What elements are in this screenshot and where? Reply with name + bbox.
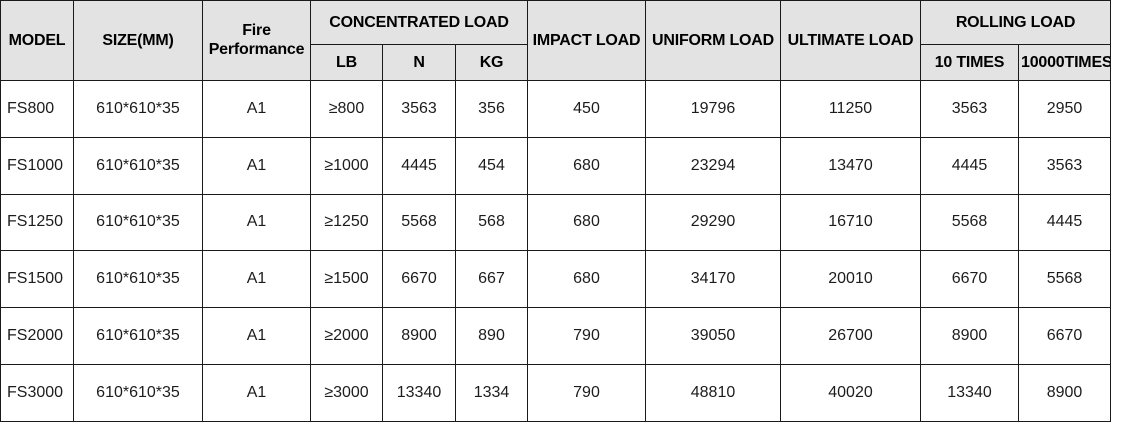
- cell-model: FS800: [0, 80, 74, 138]
- cell-rolling-10: 4445: [920, 136, 1019, 195]
- cell-size: 610*610*35: [73, 136, 203, 195]
- cell-rolling-10: 3563: [920, 80, 1019, 138]
- table-row: FS2000 610*610*35 A1 ≥2000 8900 890 790 39050 26…: [0, 307, 1111, 365]
- column-group-header-uniform-load: UNIFORM LOAD: [645, 0, 781, 81]
- cell-size: 610*610*35: [73, 363, 203, 422]
- cell-size: 610*610*35: [73, 307, 203, 365]
- cell-concentrated-kg: 568: [455, 193, 528, 252]
- cell-concentrated-n: 13340: [382, 363, 456, 422]
- table-row: FS1000 610*610*35 A1 ≥1000 4445 454 680 23294 13…: [0, 136, 1111, 195]
- column-header-concentrated-kg: KG: [455, 44, 528, 81]
- cell-impact-n: 450: [527, 80, 646, 138]
- cell-rolling-10000: 2950: [1018, 80, 1111, 138]
- cell-concentrated-n: 6670: [382, 250, 456, 309]
- table-row: FS1250 610*610*35 A1 ≥1250 5568 568 680 29290 16…: [0, 193, 1111, 252]
- cell-model: FS1000: [0, 136, 74, 195]
- cell-concentrated-kg: 356: [455, 80, 528, 138]
- cell-concentrated-lb: ≥1000: [310, 136, 383, 195]
- cell-fire-performance: A1: [202, 193, 311, 252]
- spec-table-container: MODEL SIZE(MM) Fire Performance CONCENTR…: [0, 0, 1111, 422]
- column-header-concentrated-n: N: [382, 44, 456, 81]
- table-row: FS3000 610*610*35 A1 ≥3000 13340 1334 790 48810…: [0, 363, 1111, 422]
- cell-concentrated-lb: ≥1500: [310, 250, 383, 309]
- cell-uniform-n: 34170: [645, 250, 781, 309]
- column-header-model: MODEL: [0, 0, 74, 81]
- cell-concentrated-kg: 667: [455, 250, 528, 309]
- table-body: FS800 610*610*35 A1 ≥800 3563 356 450 19796 1125…: [0, 80, 1111, 422]
- cell-concentrated-kg: 454: [455, 136, 528, 195]
- column-header-concentrated-lb: LB: [310, 44, 383, 81]
- cell-concentrated-n: 3563: [382, 80, 456, 138]
- cell-rolling-10000: 8900: [1018, 363, 1111, 422]
- cell-size: 610*610*35: [73, 250, 203, 309]
- cell-impact-n: 680: [527, 193, 646, 252]
- column-header-rolling-10-times: 10 TIMES: [920, 44, 1019, 81]
- cell-ultimate-n: 26700: [780, 307, 921, 365]
- load-performance-table: MODEL SIZE(MM) Fire Performance CONCENTR…: [0, 0, 1111, 422]
- cell-fire-performance: A1: [202, 250, 311, 309]
- cell-model: FS1250: [0, 193, 74, 252]
- cell-impact-n: 790: [527, 363, 646, 422]
- cell-ultimate-n: 16710: [780, 193, 921, 252]
- cell-model: FS3000: [0, 363, 74, 422]
- cell-concentrated-lb: ≥2000: [310, 307, 383, 365]
- column-group-header-rolling-load: ROLLING LOAD: [920, 0, 1111, 45]
- cell-concentrated-lb: ≥1250: [310, 193, 383, 252]
- column-group-header-ultimate-load: ULTIMATE LOAD: [780, 0, 921, 81]
- table-row: FS1500 610*610*35 A1 ≥1500 6670 667 680 34170 20…: [0, 250, 1111, 309]
- cell-concentrated-kg: 890: [455, 307, 528, 365]
- header-row-secondary: LB N KG 10 TIMES 10000TIMES: [1, 44, 1111, 81]
- column-group-header-concentrated-load: CONCENTRATED LOAD: [310, 0, 528, 45]
- column-header-fire-performance: Fire Performance: [202, 0, 311, 81]
- cell-ultimate-n: 13470: [780, 136, 921, 195]
- cell-concentrated-kg: 1334: [455, 363, 528, 422]
- column-header-size: SIZE(MM): [73, 0, 203, 81]
- cell-model: FS1500: [0, 250, 74, 309]
- cell-fire-performance: A1: [202, 136, 311, 195]
- column-group-header-impact-load: IMPACT LOAD: [527, 0, 646, 81]
- header-row-primary: MODEL SIZE(MM) Fire Performance CONCENTR…: [0, 0, 1111, 81]
- cell-size: 610*610*35: [73, 193, 203, 252]
- cell-fire-performance: A1: [202, 80, 311, 138]
- cell-concentrated-n: 8900: [382, 307, 456, 365]
- cell-impact-n: 680: [527, 136, 646, 195]
- cell-impact-n: 790: [527, 307, 646, 365]
- cell-concentrated-lb: ≥3000: [310, 363, 383, 422]
- cell-size: 610*610*35: [73, 80, 203, 138]
- cell-ultimate-n: 20010: [780, 250, 921, 309]
- cell-ultimate-n: 11250: [780, 80, 921, 138]
- cell-concentrated-n: 5568: [382, 193, 456, 252]
- cell-rolling-10: 6670: [920, 250, 1019, 309]
- cell-rolling-10: 5568: [920, 193, 1019, 252]
- table-row: FS800 610*610*35 A1 ≥800 3563 356 450 19796 1125…: [0, 80, 1111, 138]
- cell-fire-performance: A1: [202, 307, 311, 365]
- cell-uniform-n: 19796: [645, 80, 781, 138]
- cell-concentrated-lb: ≥800: [310, 80, 383, 138]
- cell-rolling-10000: 3563: [1018, 136, 1111, 195]
- cell-uniform-n: 23294: [645, 136, 781, 195]
- cell-ultimate-n: 40020: [780, 363, 921, 422]
- cell-rolling-10000: 5568: [1018, 250, 1111, 309]
- cell-rolling-10: 8900: [920, 307, 1019, 365]
- cell-rolling-10: 13340: [920, 363, 1019, 422]
- table-header: MODEL SIZE(MM) Fire Performance CONCENTR…: [0, 0, 1111, 81]
- cell-uniform-n: 29290: [645, 193, 781, 252]
- cell-fire-performance: A1: [202, 363, 311, 422]
- cell-uniform-n: 48810: [645, 363, 781, 422]
- column-header-rolling-10000-times: 10000TIMES: [1018, 44, 1111, 81]
- cell-concentrated-n: 4445: [382, 136, 456, 195]
- cell-impact-n: 680: [527, 250, 646, 309]
- cell-rolling-10000: 6670: [1018, 307, 1111, 365]
- cell-rolling-10000: 4445: [1018, 193, 1111, 252]
- cell-model: FS2000: [0, 307, 74, 365]
- cell-uniform-n: 39050: [645, 307, 781, 365]
